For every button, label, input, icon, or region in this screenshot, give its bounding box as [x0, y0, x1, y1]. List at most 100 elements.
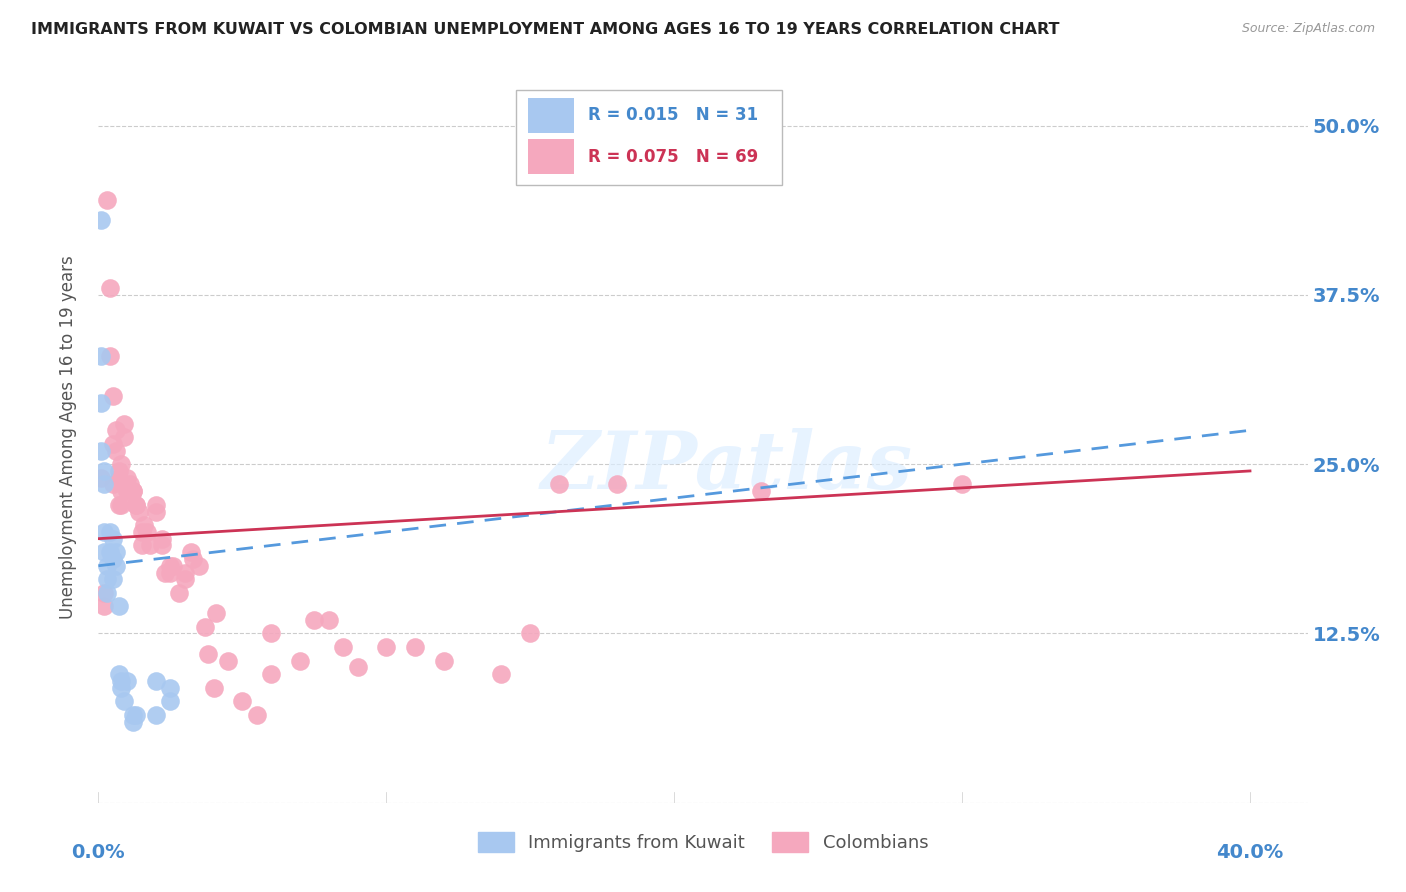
Point	[150, 538, 173, 552]
Point	[749, 484, 772, 499]
Point	[159, 558, 181, 573]
Point	[548, 477, 571, 491]
Point	[107, 667, 129, 681]
Point	[375, 640, 398, 654]
Point	[96, 586, 118, 600]
Point	[173, 572, 195, 586]
Y-axis label: Unemployment Among Ages 16 to 19 years: Unemployment Among Ages 16 to 19 years	[59, 255, 77, 619]
Point	[260, 626, 283, 640]
Point	[145, 707, 167, 722]
Point	[134, 518, 156, 533]
Point	[90, 443, 112, 458]
Point	[96, 572, 118, 586]
Point	[318, 613, 340, 627]
Point	[150, 532, 173, 546]
Point	[288, 654, 311, 668]
Point	[950, 477, 973, 491]
Point	[110, 681, 132, 695]
Point	[93, 545, 115, 559]
Point	[202, 681, 225, 695]
Point	[96, 558, 118, 573]
FancyBboxPatch shape	[516, 90, 782, 185]
Point	[90, 471, 112, 485]
Point	[491, 667, 513, 681]
Point	[122, 484, 145, 499]
Point	[107, 471, 129, 485]
Point	[112, 417, 135, 431]
Text: 0.0%: 0.0%	[72, 843, 125, 862]
FancyBboxPatch shape	[527, 98, 574, 133]
Point	[104, 545, 127, 559]
Point	[107, 599, 129, 614]
Text: IMMIGRANTS FROM KUWAIT VS COLOMBIAN UNEMPLOYMENT AMONG AGES 16 TO 19 YEARS CORRE: IMMIGRANTS FROM KUWAIT VS COLOMBIAN UNEM…	[31, 22, 1060, 37]
Point	[231, 694, 253, 708]
Point	[332, 640, 354, 654]
Point	[136, 524, 159, 539]
Point	[217, 654, 239, 668]
Point	[122, 484, 145, 499]
Point	[246, 707, 269, 722]
Point	[96, 193, 118, 207]
Point	[90, 396, 112, 410]
Point	[101, 552, 124, 566]
Point	[93, 586, 115, 600]
Point	[180, 545, 202, 559]
Point	[122, 714, 145, 729]
Point	[110, 673, 132, 688]
Point	[93, 524, 115, 539]
Point	[125, 707, 148, 722]
Point	[131, 524, 153, 539]
Point	[98, 524, 121, 539]
Point	[519, 626, 541, 640]
Point	[112, 430, 135, 444]
Point	[122, 707, 145, 722]
Text: R = 0.015   N = 31: R = 0.015 N = 31	[588, 106, 758, 124]
Text: ZIPatlas: ZIPatlas	[541, 427, 914, 505]
Point	[90, 349, 112, 363]
Point	[107, 464, 129, 478]
Point	[159, 694, 181, 708]
Point	[153, 566, 176, 580]
Point	[145, 673, 167, 688]
Point	[188, 558, 211, 573]
Point	[110, 498, 132, 512]
Point	[104, 558, 127, 573]
Point	[260, 667, 283, 681]
Point	[115, 673, 138, 688]
Point	[606, 477, 628, 491]
Text: Source: ZipAtlas.com: Source: ZipAtlas.com	[1241, 22, 1375, 36]
Point	[101, 437, 124, 451]
Text: 40.0%: 40.0%	[1216, 843, 1284, 862]
Point	[93, 599, 115, 614]
Point	[145, 498, 167, 512]
Point	[115, 484, 138, 499]
Legend: Immigrants from Kuwait, Colombians: Immigrants from Kuwait, Colombians	[471, 824, 935, 860]
Point	[101, 572, 124, 586]
Point	[112, 694, 135, 708]
Point	[104, 443, 127, 458]
Point	[98, 281, 121, 295]
Point	[167, 586, 190, 600]
Point	[131, 538, 153, 552]
Point	[104, 423, 127, 437]
Point	[145, 505, 167, 519]
Point	[98, 349, 121, 363]
Point	[139, 538, 162, 552]
Point	[162, 558, 184, 573]
Point	[159, 681, 181, 695]
FancyBboxPatch shape	[527, 139, 574, 175]
Point	[120, 477, 142, 491]
Point	[110, 457, 132, 471]
Point	[173, 566, 195, 580]
Text: R = 0.075   N = 69: R = 0.075 N = 69	[588, 148, 758, 166]
Point	[346, 660, 368, 674]
Point	[93, 477, 115, 491]
Point	[128, 505, 150, 519]
Point	[101, 389, 124, 403]
Point	[110, 484, 132, 499]
Point	[93, 464, 115, 478]
Point	[433, 654, 456, 668]
Point	[107, 498, 129, 512]
Point	[304, 613, 326, 627]
Point	[98, 545, 121, 559]
